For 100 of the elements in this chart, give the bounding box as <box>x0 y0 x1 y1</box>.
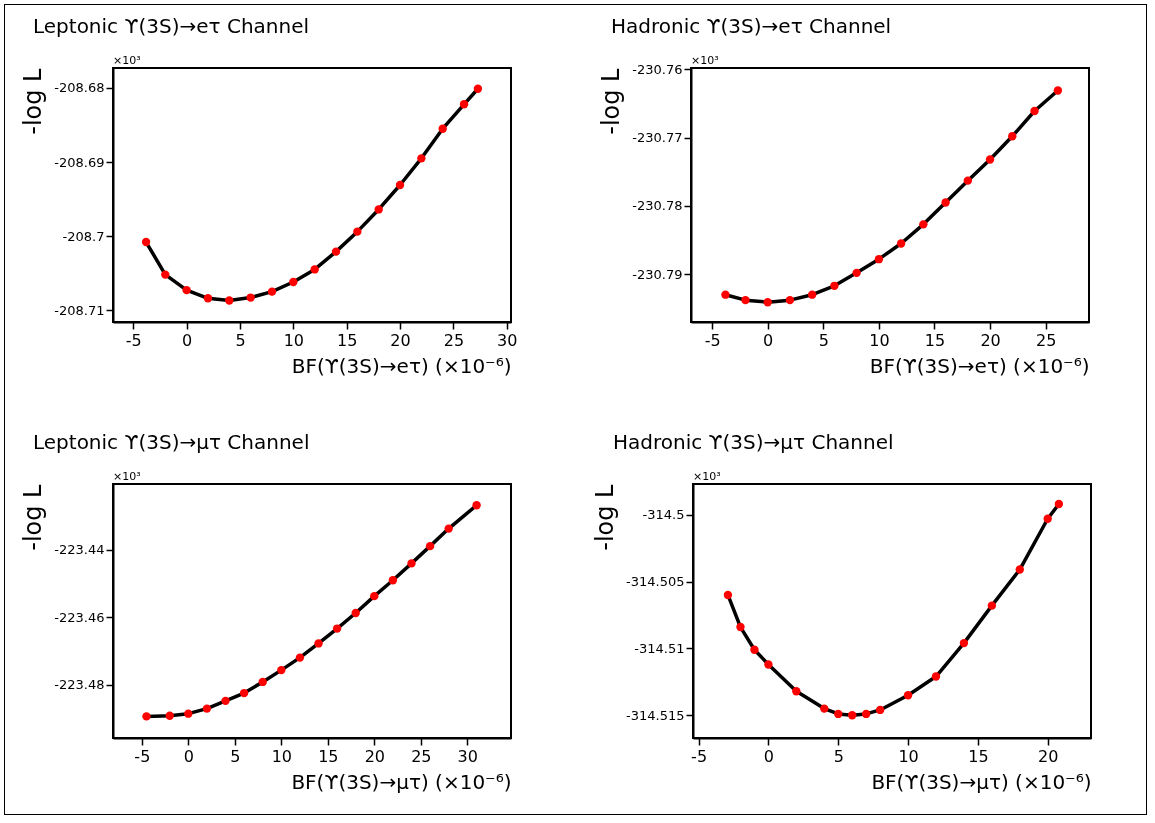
point <box>258 677 267 687</box>
x-axis-title: BF(ϒ(3S)→eτ) (×10⁻⁶) <box>869 353 1090 378</box>
x-tick-label: 30 <box>497 330 518 350</box>
point <box>896 239 906 248</box>
y-tick-label: -230.77 <box>632 130 683 146</box>
point <box>184 709 193 718</box>
y-tick-label: -208.69 <box>54 154 105 170</box>
x-tick-label: 25 <box>1035 330 1057 350</box>
y-tick-label: -314.5 <box>642 507 685 523</box>
y-tick-label: -208.71 <box>54 302 105 318</box>
point <box>314 639 323 648</box>
point <box>267 287 277 296</box>
y-axis-title: -log L <box>19 483 48 551</box>
point <box>472 501 481 510</box>
y-tick-label: -208.68 <box>54 80 105 96</box>
point <box>353 227 362 236</box>
x-tick-label: 5 <box>833 746 844 766</box>
point <box>723 590 733 600</box>
x-tick-label: 5 <box>235 330 246 350</box>
point <box>374 205 383 214</box>
point <box>225 296 234 305</box>
x-axis-title: BF(ϒ(3S)→μτ) (×10⁻⁶) <box>291 769 512 794</box>
x-tick-label: 15 <box>318 746 339 766</box>
y-axis-title: -log L <box>597 67 626 135</box>
x-tick-label: 10 <box>283 330 305 350</box>
x-tick-label: 10 <box>271 746 292 766</box>
point <box>395 180 405 190</box>
x-tick-label: 25 <box>443 330 465 350</box>
x-tick-label: 15 <box>968 746 989 766</box>
point <box>331 247 341 256</box>
y-tick-label: -208.7 <box>62 228 105 244</box>
point <box>141 237 151 247</box>
point <box>388 576 398 585</box>
point <box>289 277 298 287</box>
point <box>425 541 435 551</box>
y-tick-label: -230.76 <box>632 61 683 77</box>
point <box>161 270 170 279</box>
x-tick-label: -5 <box>691 746 708 766</box>
point <box>830 281 839 290</box>
chart-title: Hadronic ϒ(3S)→eτ Channel <box>611 14 892 38</box>
point <box>1008 132 1017 141</box>
point <box>852 268 861 278</box>
text: ×10³ <box>693 470 721 483</box>
point <box>963 176 972 185</box>
y-axis-title: -log L <box>591 483 620 551</box>
x-tick-label: 20 <box>1038 746 1059 766</box>
y-axis-title: -log L <box>19 67 48 135</box>
x-tick-label: 0 <box>182 330 193 350</box>
point <box>861 709 871 719</box>
point <box>310 265 319 274</box>
x-tick-label: 15 <box>924 330 946 350</box>
text: ×10³ <box>113 54 141 67</box>
point <box>407 559 416 568</box>
point <box>875 705 885 715</box>
point <box>351 608 360 618</box>
point <box>741 295 750 305</box>
x-tick-label: 20 <box>980 330 1001 350</box>
point <box>444 524 453 533</box>
point <box>142 712 151 721</box>
point <box>1030 106 1039 116</box>
y-tick-label: -230.78 <box>632 198 683 214</box>
chart-title: Hadronic ϒ(3S)→μτ Channel <box>613 430 894 454</box>
y-tick-label: -314.51 <box>634 640 685 656</box>
point <box>750 645 759 654</box>
x-tick-label: 0 <box>183 746 194 766</box>
point <box>239 688 249 698</box>
x-tick-label: 0 <box>763 330 774 350</box>
point <box>959 638 969 648</box>
point <box>1054 499 1064 509</box>
y-tick-label: -230.79 <box>632 266 683 282</box>
x-tick-label: 20 <box>364 746 385 766</box>
point <box>473 84 483 93</box>
point <box>985 155 995 164</box>
x-tick-label: -5 <box>134 746 151 766</box>
point <box>202 704 212 713</box>
x-tick-label: 10 <box>898 746 919 766</box>
point <box>903 691 913 700</box>
x-axis-title: BF(ϒ(3S)→μτ) (×10⁻⁶) <box>871 769 1092 794</box>
x-tick-label: 10 <box>869 330 890 350</box>
x-tick-label: -5 <box>125 330 142 350</box>
text: ×10³ <box>691 54 719 67</box>
chart-title: Leptonic ϒ(3S)→eτ Channel <box>33 14 310 38</box>
point <box>295 653 305 662</box>
x-tick-label: 5 <box>230 746 241 766</box>
x-tick-label: 30 <box>457 746 478 766</box>
x-tick-label: -5 <box>704 330 721 350</box>
point <box>203 294 213 303</box>
point <box>459 100 469 109</box>
point <box>785 295 795 305</box>
point <box>165 711 174 720</box>
x-tick-label: 20 <box>390 330 411 350</box>
y-tick-label: -223.48 <box>54 677 105 693</box>
point <box>808 290 817 299</box>
point <box>764 660 773 669</box>
y-tick-label: -223.46 <box>54 609 105 625</box>
point <box>1015 565 1024 574</box>
x-tick-label: 5 <box>818 330 829 350</box>
x-tick-label: 15 <box>337 330 358 350</box>
point <box>1053 86 1063 95</box>
y-tick-label: -314.505 <box>626 574 685 590</box>
